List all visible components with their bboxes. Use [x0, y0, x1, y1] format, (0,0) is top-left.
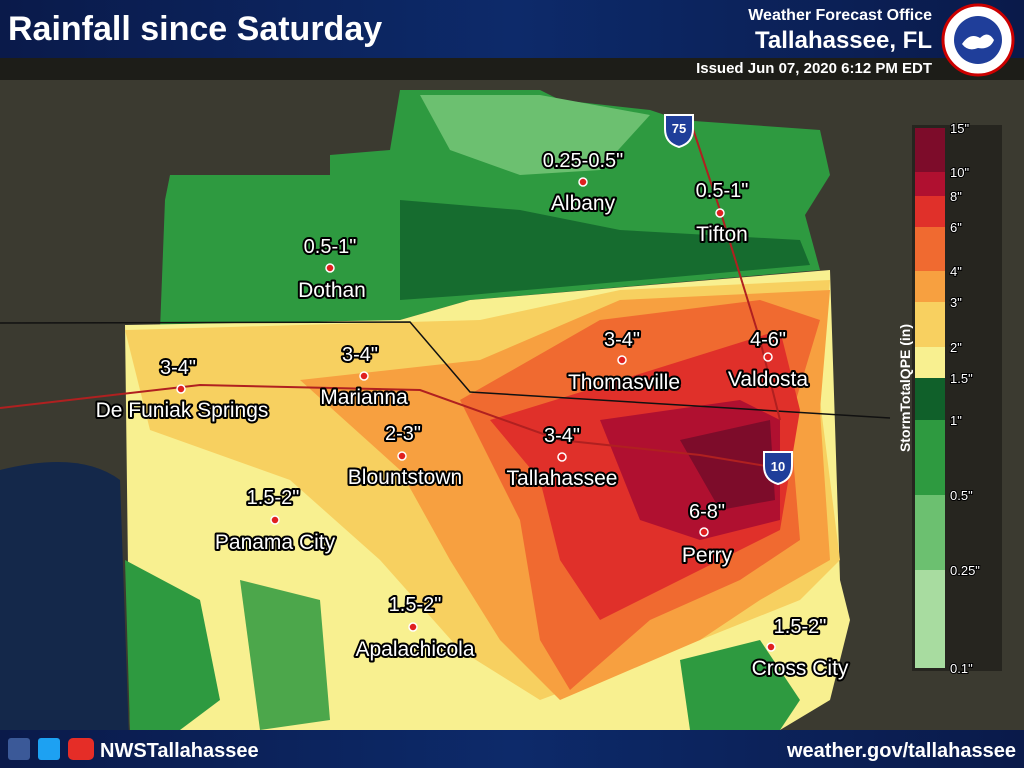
rain-amount: 1.5-2": [774, 616, 827, 638]
rain-amount: 1.5-2": [389, 594, 442, 616]
rain-amount: 3-4": [342, 344, 378, 366]
city-dot: [557, 452, 567, 462]
city-name: Apalachicola: [355, 638, 474, 661]
page-title: Rainfall since Saturday: [8, 10, 382, 48]
city-dot: [359, 371, 369, 381]
rain-amount: 3-4": [604, 329, 640, 351]
legend-tick: 3": [950, 295, 962, 310]
svg-text:75: 75: [672, 121, 686, 136]
city-dot: [325, 263, 335, 273]
city-dot: [397, 451, 407, 461]
legend-tick: 0.25": [950, 563, 980, 578]
rain-amount: 3-4": [544, 425, 580, 447]
legend-tick: 6": [950, 220, 962, 235]
city-name: Tifton: [696, 223, 748, 246]
interstate-10: [0, 383, 791, 471]
rain-amount: 3-4": [160, 357, 196, 379]
nws-logo: [941, 3, 1015, 77]
city-name: Valdosta: [728, 368, 808, 391]
city-dot: [578, 177, 588, 187]
city-dot: [270, 515, 280, 525]
interstate-75: [689, 119, 781, 421]
youtube-icon[interactable]: [68, 738, 94, 760]
legend-tick: 2": [950, 340, 962, 355]
twitter-icon[interactable]: [38, 738, 60, 760]
legend: 15" 10" 8" 6" 4" 3" 2" 1.5" 1" 0.5" 0.25…: [897, 120, 1002, 677]
city-dot: [766, 642, 776, 652]
legend-tick: 0.1": [950, 661, 973, 676]
footer-bar: [0, 730, 1024, 768]
header-shadow: [0, 58, 1024, 80]
facebook-icon[interactable]: [8, 738, 30, 760]
rain-amount: 0.5-1": [304, 236, 357, 258]
city-name: Marianna: [320, 386, 408, 409]
legend-tick: 0.5": [950, 488, 973, 503]
office-location: Tallahassee, FL: [755, 27, 932, 54]
city-name: Cross City: [752, 657, 849, 680]
city-name: De Funiak Springs: [96, 399, 269, 422]
city-dot: [617, 355, 627, 365]
legend-tick: 15": [950, 121, 969, 136]
legend-title: StormTotalQPE (in): [897, 324, 913, 452]
city-name: Tallahassee: [507, 467, 618, 490]
city-name: Dothan: [298, 279, 366, 302]
svg-text:10: 10: [771, 459, 785, 474]
rain-amount: 4-6": [750, 329, 786, 351]
city-dot: [763, 352, 773, 362]
legend-tick: 4": [950, 264, 962, 279]
city-dot: [176, 384, 186, 394]
office-name: Weather Forecast Office: [748, 7, 932, 24]
places: 0.25-0.5" Albany 0.5-1" Tifton 0.5-1" Do…: [94, 148, 851, 682]
header-bar: [0, 0, 1024, 58]
city-dot: [408, 622, 418, 632]
rain-amount: 0.25-0.5": [543, 150, 624, 172]
city-name: Perry: [682, 544, 733, 567]
gulf-water: [0, 462, 130, 768]
rain-amount: 2-3": [385, 423, 421, 445]
social-handle: NWSTallahassee: [100, 740, 259, 762]
state-border: [0, 321, 891, 419]
highway-shield: 75 10: [664, 114, 793, 486]
legend-tick: 1.5": [950, 371, 973, 386]
rain-amount: 1.5-2": [247, 487, 300, 509]
rain-amount: 0.5-1": [696, 180, 749, 202]
city-name: Albany: [551, 192, 616, 215]
city-name: Thomasville: [568, 371, 680, 394]
city-dot: [715, 208, 725, 218]
legend-tick: 10": [950, 165, 969, 180]
rain-amount: 6-8": [689, 501, 725, 523]
city-dot: [699, 527, 709, 537]
legend-tick: 8": [950, 189, 962, 204]
city-name: Blountstown: [348, 466, 462, 489]
issued-time: Issued Jun 07, 2020 6:12 PM EDT: [696, 60, 932, 77]
website-url[interactable]: weather.gov/tallahassee: [786, 740, 1016, 762]
legend-tick: 1": [950, 413, 962, 428]
city-name: Panama City: [215, 531, 336, 554]
